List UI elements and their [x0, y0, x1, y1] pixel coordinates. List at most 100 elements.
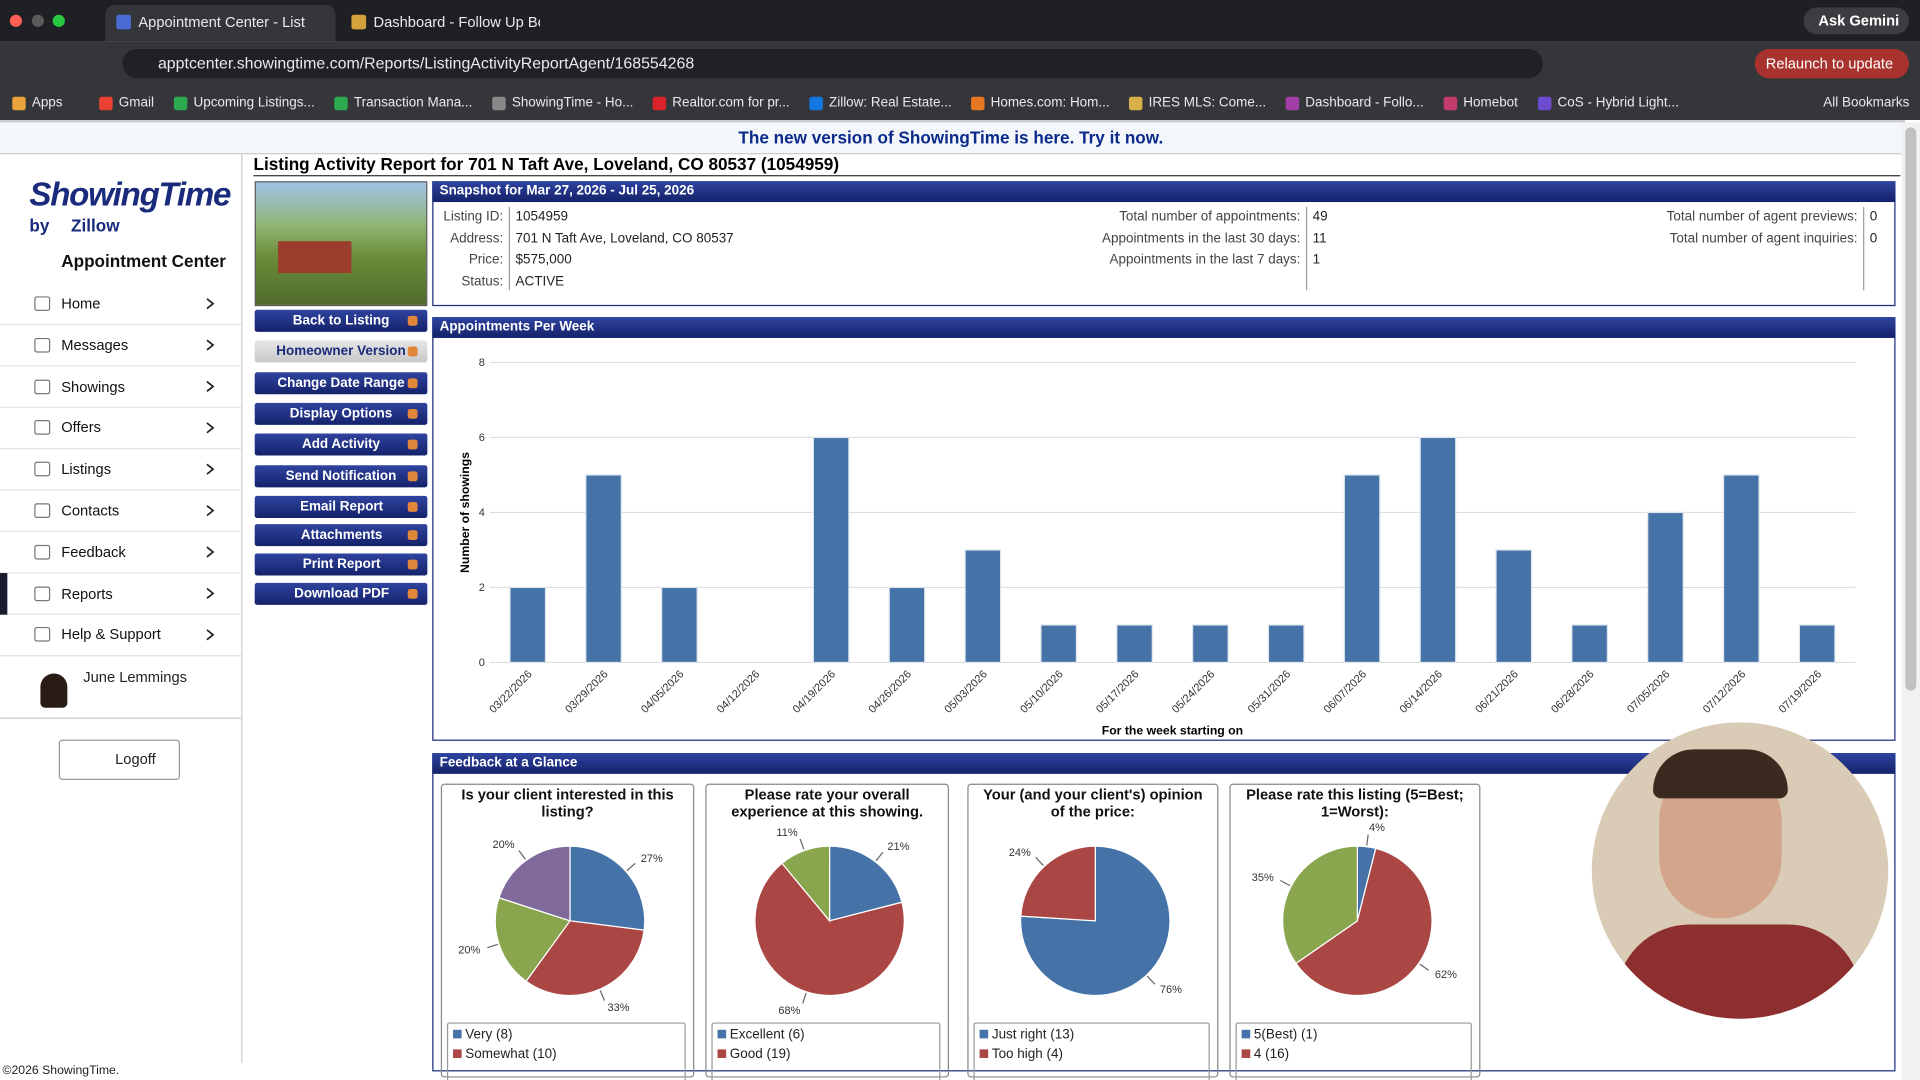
panel-header: Snapshot for Mar 27, 2026 - Jul 25, 2026: [432, 181, 1896, 203]
bar: [1647, 511, 1684, 664]
legend-entry[interactable]: 4 (16): [1253, 1046, 1290, 1062]
pie-label: 35%: [1252, 872, 1274, 884]
nav-chevron: [206, 463, 215, 475]
nav-item[interactable]: Help & Support: [61, 626, 161, 644]
nav-item[interactable]: Contacts: [61, 502, 120, 520]
action-label[interactable]: Attachments: [300, 527, 383, 543]
legend-swatch: [979, 1029, 989, 1039]
field-value: 49: [1312, 209, 1328, 225]
nav-item[interactable]: Feedback: [61, 543, 126, 561]
action-button[interactable]: [254, 433, 428, 456]
active-tab[interactable]: [105, 4, 336, 42]
bookmark[interactable]: Gmail: [118, 95, 154, 111]
pie-box: [1229, 783, 1481, 1078]
nav-item[interactable]: Listings: [61, 460, 112, 478]
panel: [432, 317, 1896, 741]
bookmark[interactable]: Apps: [31, 95, 63, 111]
field-label: Total number of agent previews:: [1666, 209, 1858, 225]
nav-chevron: [206, 505, 215, 517]
tab-title[interactable]: Appointment Center - Listing: [138, 13, 305, 31]
action-icon: [407, 530, 418, 540]
omnibox[interactable]: [122, 48, 1543, 79]
all-bookmarks[interactable]: All Bookmarks: [1823, 95, 1910, 111]
nav-item[interactable]: Messages: [61, 336, 129, 354]
bookmark[interactable]: Dashboard - Follo...: [1305, 95, 1424, 111]
action-label[interactable]: Print Report: [302, 557, 381, 572]
nav-item[interactable]: Home: [61, 295, 101, 313]
action-label[interactable]: Send Notification: [285, 468, 397, 484]
action-label[interactable]: Display Options: [289, 406, 393, 422]
legend-entry[interactable]: 5(Best) (1): [1253, 1027, 1318, 1043]
legend-swatch: [1241, 1049, 1251, 1058]
bookmark[interactable]: ShowingTime - Ho...: [511, 95, 634, 111]
logo: ShowingTime: [29, 176, 231, 214]
bookmark[interactable]: Realtor.com for pr...: [672, 95, 790, 111]
action-button[interactable]: [254, 524, 428, 547]
bar: [1343, 474, 1381, 664]
action-label[interactable]: Add Activity: [301, 437, 381, 452]
relaunch-button[interactable]: Relaunch to update: [1754, 48, 1909, 79]
y-tick-label: 2: [479, 582, 485, 594]
action-label[interactable]: Homeowner Version: [276, 344, 406, 359]
action-button[interactable]: [254, 582, 428, 605]
url[interactable]: apptcenter.showingtime.com/Reports/Listi…: [157, 53, 695, 73]
field-label: Total number of appointments:: [1119, 209, 1301, 225]
bookmark[interactable]: Transaction Mana...: [353, 95, 473, 111]
legend-entry[interactable]: Very (8): [465, 1027, 513, 1043]
legend-entry[interactable]: Just right (13): [991, 1027, 1075, 1043]
bookmark[interactable]: Homebot: [1463, 95, 1518, 111]
action-button[interactable]: [254, 340, 428, 363]
legend-entry[interactable]: Excellent (6): [729, 1027, 805, 1043]
bar: [1192, 624, 1229, 664]
bookmark[interactable]: IRES MLS: Come...: [1148, 95, 1267, 111]
legend-entry[interactable]: Good (19): [729, 1046, 791, 1062]
legend-entry[interactable]: Somewhat (10): [465, 1046, 557, 1062]
action-button[interactable]: [254, 372, 428, 395]
user-name[interactable]: June Lemmings: [83, 668, 188, 686]
action-button[interactable]: [254, 495, 428, 518]
leader-line: [518, 850, 526, 860]
minimize-window[interactable]: [31, 14, 45, 27]
tab-title[interactable]: Dashboard - Follow Up Boss: [373, 13, 540, 31]
nav-icon: [34, 461, 51, 477]
bookmark[interactable]: Homes.com: Hom...: [990, 95, 1110, 111]
bookmark-icon: [12, 96, 26, 111]
nav-item[interactable]: Showings: [61, 377, 125, 396]
action-label[interactable]: Download PDF: [294, 586, 390, 602]
pie-slice: [525, 920, 645, 997]
action-icon: [407, 559, 418, 570]
pie-label: 62%: [1435, 969, 1457, 981]
legend-entry[interactable]: Too high (4): [991, 1046, 1063, 1062]
nav-icon: [34, 379, 51, 394]
action-button[interactable]: [254, 553, 428, 576]
nav-item[interactable]: Offers: [61, 419, 101, 437]
maximize-window[interactable]: [52, 14, 65, 27]
logoff-button[interactable]: Logoff: [58, 739, 180, 780]
ask-gemini[interactable]: Ask Gemini: [1803, 7, 1909, 35]
pie-title: Please rate this listing (5=Best; 1=Wors…: [1246, 786, 1464, 821]
pie-label: 24%: [1009, 847, 1031, 859]
scrollbar[interactable]: [1901, 122, 1920, 1080]
sidebar-border: [241, 154, 243, 1063]
bookmark[interactable]: Zillow: Real Estate...: [828, 95, 952, 111]
close-window[interactable]: [9, 14, 23, 27]
bookmark[interactable]: Upcoming Listings...: [193, 95, 315, 111]
nav-item[interactable]: Reports: [61, 584, 113, 602]
bar: [1571, 624, 1608, 664]
bookmark-icon: [334, 96, 348, 111]
action-label[interactable]: Change Date Range: [277, 375, 405, 391]
bar: [1267, 624, 1305, 664]
action-button[interactable]: [254, 465, 428, 488]
action-label[interactable]: Email Report: [300, 499, 384, 515]
nav-chevron: [206, 546, 215, 558]
action-label[interactable]: Back to Listing: [292, 313, 390, 329]
new-version-banner[interactable]: The new version of ShowingTime is here. …: [0, 122, 1902, 155]
action-button[interactable]: [254, 309, 428, 332]
action-button[interactable]: [254, 402, 428, 425]
pie-label: 4%: [1369, 822, 1385, 834]
bookmark[interactable]: CoS - Hybrid Light...: [1557, 95, 1679, 111]
pie-label: 21%: [887, 841, 909, 853]
listing-photo[interactable]: [254, 181, 428, 307]
bar: [1495, 549, 1533, 664]
